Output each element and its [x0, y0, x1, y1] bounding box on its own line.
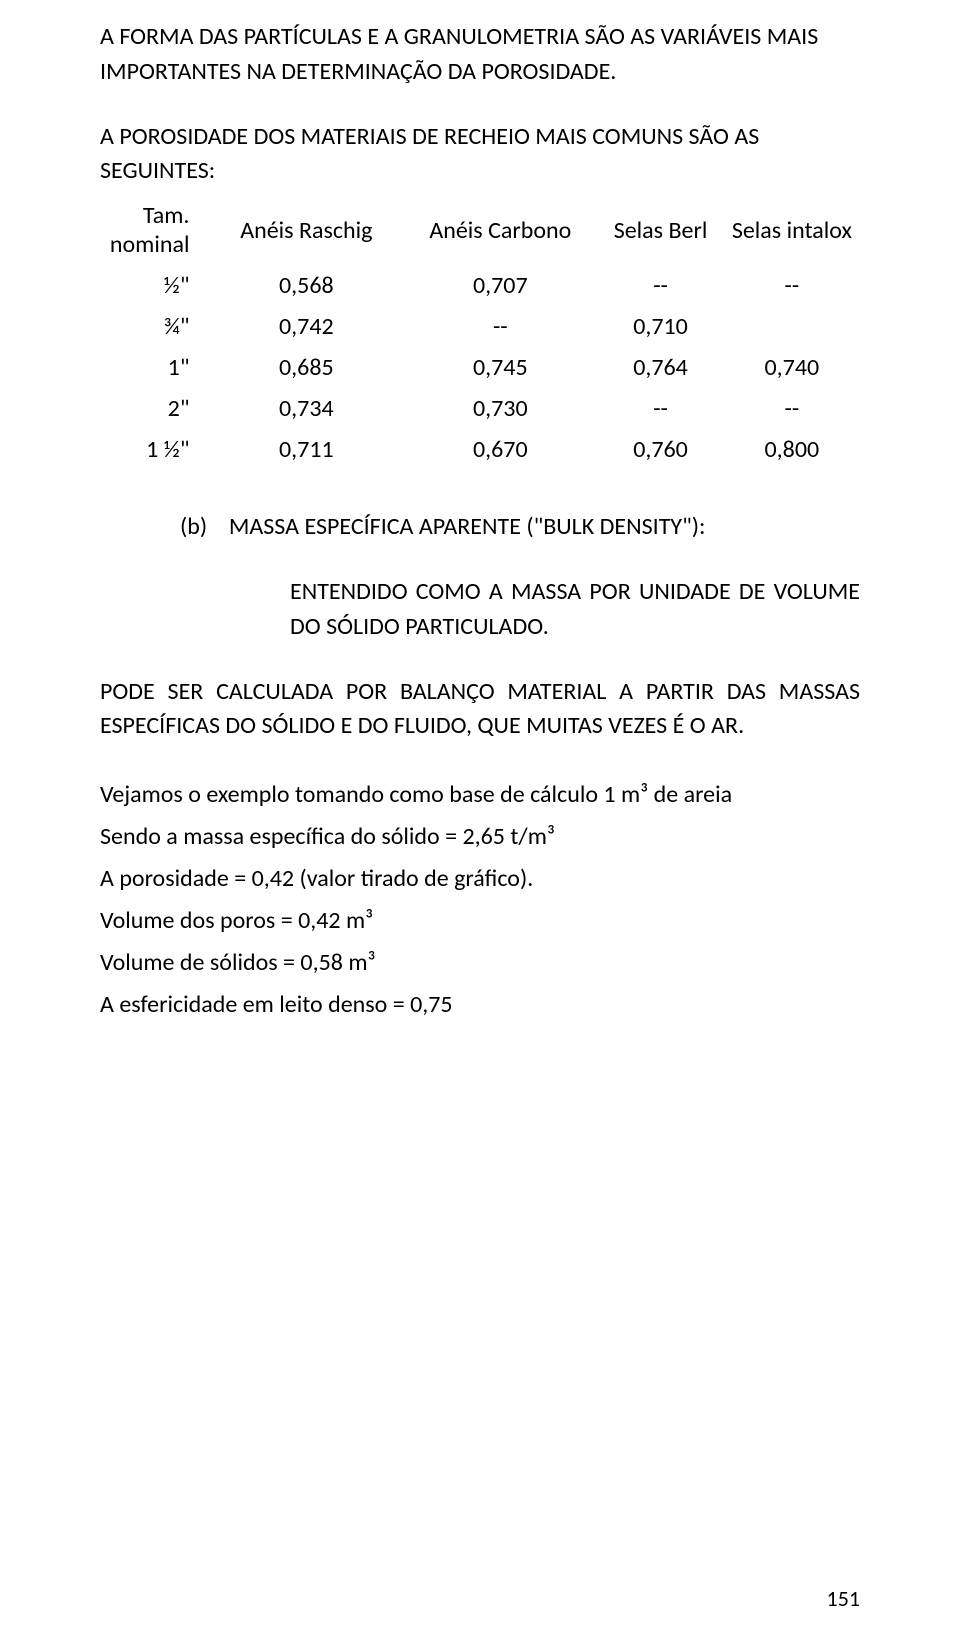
table-cell: 2" — [100, 388, 209, 429]
table-cell: 0,760 — [597, 429, 723, 470]
calc-line: A esfericidade em leito denso = 0,75 — [100, 984, 860, 1026]
table-header: Tam. nominal — [100, 195, 209, 265]
table-header-row: Tam. nominal Anéis Raschig Anéis Carbono… — [100, 195, 860, 265]
calc-line: Sendo a massa específica do sólido = 2,6… — [100, 816, 860, 858]
calc-line: Volume dos poros = 0,42 m³ — [100, 900, 860, 942]
table-cell: -- — [597, 265, 723, 306]
table-cell: 0,742 — [209, 306, 403, 347]
table-cell: -- — [724, 265, 860, 306]
table-row: ½" 0,568 0,707 -- -- — [100, 265, 860, 306]
table-cell: 0,800 — [724, 429, 860, 470]
calc-line: Vejamos o exemplo tomando como base de c… — [100, 774, 860, 816]
paragraph-intro-1: A FORMA DAS PARTÍCULAS E A GRANULOMETRIA… — [100, 20, 860, 90]
table-cell: ¾" — [100, 306, 209, 347]
table-row: 1" 0,685 0,745 0,764 0,740 — [100, 347, 860, 388]
table-row: 1 ½" 0,711 0,670 0,760 0,800 — [100, 429, 860, 470]
table-cell: 0,745 — [403, 347, 597, 388]
table-cell: 0,685 — [209, 347, 403, 388]
table-cell: 0,568 — [209, 265, 403, 306]
table-cell: 0,711 — [209, 429, 403, 470]
table-cell: 1" — [100, 347, 209, 388]
section-b-label: (b) — [180, 512, 207, 541]
table-cell: 0,707 — [403, 265, 597, 306]
table-row: ¾" 0,742 -- 0,710 — [100, 306, 860, 347]
section-b-header: (b) MASSA ESPECÍFICA APARENTE ("BULK DEN… — [180, 510, 860, 545]
table-header: Selas Berl — [597, 195, 723, 265]
table-cell: 0,734 — [209, 388, 403, 429]
table-cell: 0,710 — [597, 306, 723, 347]
section-b: (b) MASSA ESPECÍFICA APARENTE ("BULK DEN… — [100, 510, 860, 644]
table-cell: 0,764 — [597, 347, 723, 388]
table-cell: 0,740 — [724, 347, 860, 388]
table-cell — [724, 306, 860, 347]
table-header: Anéis Raschig — [209, 195, 403, 265]
table-cell: ½" — [100, 265, 209, 306]
calc-paragraph: PODE SER CALCULADA POR BALANÇO MATERIAL … — [100, 675, 860, 745]
table-cell: -- — [597, 388, 723, 429]
page-number: 151 — [827, 1585, 860, 1612]
table-cell: -- — [403, 306, 597, 347]
page: A FORMA DAS PARTÍCULAS E A GRANULOMETRIA… — [0, 0, 960, 1652]
calc-line: Volume de sólidos = 0,58 m³ — [100, 942, 860, 984]
section-b-body: ENTENDIDO COMO A MASSA POR UNIDADE DE VO… — [180, 575, 860, 645]
table-cell: 0,670 — [403, 429, 597, 470]
table-cell: -- — [724, 388, 860, 429]
table-header: Selas intalox — [724, 195, 860, 265]
table-cell: 1 ½" — [100, 429, 209, 470]
section-b-title: MASSA ESPECÍFICA APARENTE ("BULK DENSITY… — [229, 512, 706, 541]
table-header: Anéis Carbono — [403, 195, 597, 265]
paragraph-intro-2: A POROSIDADE DOS MATERIAIS DE RECHEIO MA… — [100, 120, 860, 190]
table-cell: 0,730 — [403, 388, 597, 429]
calc-line: A porosidade = 0,42 (valor tirado de grá… — [100, 858, 860, 900]
porosity-table: Tam. nominal Anéis Raschig Anéis Carbono… — [100, 195, 860, 470]
table-row: 2" 0,734 0,730 -- -- — [100, 388, 860, 429]
